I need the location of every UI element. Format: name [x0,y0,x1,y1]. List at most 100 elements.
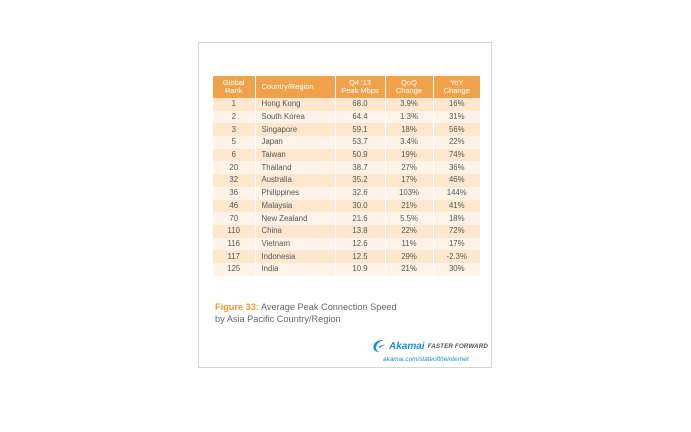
cell-qoq: 11% [385,237,434,251]
table-row: 3 Singapore 59.1 18% 56% [213,123,480,137]
cell-country: New Zealand [255,212,336,225]
table-row: 117 Indonesia 12.5 29% -2.3% [213,250,480,263]
cell-rank: 1 [213,98,256,111]
figure-label: Figure 33: [215,302,259,312]
cell-peak: 32.6 [335,186,386,200]
cell-yoy: 56% [433,123,480,137]
cell-rank: 116 [213,237,256,251]
cell-rank: 110 [213,224,256,238]
cell-rank: 20 [213,161,256,175]
table-row: 70 New Zealand 21.6 5.5% 18% [213,212,480,225]
cell-country: Vietnam [255,237,336,251]
cell-qoq: 5.5% [385,212,434,225]
cell-country: China [255,224,336,238]
table-row: 1 Hong Kong 68.0 3.9% 16% [213,98,480,111]
cell-country: Malaysia [255,199,336,213]
cell-qoq: 3.9% [385,98,434,111]
cell-qoq: 27% [385,161,434,175]
figure-title-line1: Average Peak Connection Speed [260,302,397,312]
akamai-tagline: FASTER FORWARD [427,342,488,350]
cell-peak: 12.5 [335,250,386,263]
cell-country: Hong Kong [255,98,336,111]
header-yoy-change: YoY Change [433,76,480,98]
akamai-swoosh-icon [373,340,387,353]
table-row: 5 Japan 53.7 3.4% 22% [213,136,480,149]
table-header-row: Global Rank Country/Region Q4 '13 Peak Mbp… [213,76,480,98]
cell-peak: 64.4 [335,110,386,124]
header-country-region: Country/Region [255,76,336,98]
table-row: 20 Thailand 38.7 27% 36% [213,161,480,175]
cell-country: Singapore [255,123,336,137]
cell-yoy: 18% [433,212,480,225]
report-figure-card: Global Rank Country/Region Q4 '13 Peak Mbp… [198,42,492,368]
cell-yoy: 72% [433,224,480,238]
cell-yoy: 30% [433,262,480,276]
table-row: 2 South Korea 64.4 1.3% 31% [213,110,480,124]
cell-qoq: 21% [385,199,434,213]
cell-qoq: 29% [385,250,434,263]
cell-yoy: 41% [433,199,480,213]
cell-peak: 35.2 [335,174,386,187]
header-qoq-change: QoQ Change [385,76,434,98]
cell-peak: 38.7 [335,161,386,175]
table-row: 32 Australia 35.2 17% 46% [213,174,480,187]
header-peak-mbps: Q4 '13 Peak Mbps [335,76,386,98]
cell-peak: 12.6 [335,237,386,251]
cell-peak: 68.0 [335,98,386,111]
cell-qoq: 18% [385,123,434,137]
cell-rank: 36 [213,186,256,200]
cell-peak: 10.9 [335,262,386,276]
cell-peak: 59.1 [335,123,386,137]
table-row: 36 Philippines 32.6 103% 144% [213,186,480,200]
cell-rank: 5 [213,136,256,149]
table-row: 125 India 10.9 21% 30% [213,262,480,276]
cell-qoq: 3.4% [385,136,434,149]
cell-yoy: 17% [433,237,480,251]
cell-country: Thailand [255,161,336,175]
cell-yoy: 74% [433,148,480,162]
akamai-wordmark: Akamai [389,340,425,352]
cell-peak: 50.9 [335,148,386,162]
table-body: 1 Hong Kong 68.0 3.9% 16% 2 South Korea … [213,98,480,276]
cell-yoy: 36% [433,161,480,175]
table-row: 46 Malaysia 30.0 21% 41% [213,199,480,213]
cell-country: South Korea [255,110,336,124]
cell-yoy: 31% [433,110,480,124]
cell-rank: 125 [213,262,256,276]
cell-rank: 32 [213,174,256,187]
cell-peak: 13.8 [335,224,386,238]
cell-qoq: 17% [385,174,434,187]
cell-rank: 117 [213,250,256,263]
cell-country: Japan [255,136,336,149]
cell-rank: 70 [213,212,256,225]
cell-rank: 3 [213,123,256,137]
akamai-url: akamai.com/stateoftheinternet [383,356,469,363]
cell-peak: 30.0 [335,199,386,213]
peak-speed-table: Global Rank Country/Region Q4 '13 Peak Mbp… [213,76,480,276]
table-row: 6 Taiwan 50.9 19% 74% [213,148,480,162]
cell-yoy: 16% [433,98,480,111]
cell-yoy: 144% [433,186,480,200]
cell-rank: 46 [213,199,256,213]
cell-yoy: 46% [433,174,480,187]
akamai-logo: Akamai FASTER FORWARD [372,339,488,353]
cell-yoy: 22% [433,136,480,149]
cell-peak: 53.7 [335,136,386,149]
cell-country: Australia [255,174,336,187]
table-row: 110 China 13.8 22% 72% [213,224,480,238]
cell-peak: 21.6 [335,212,386,225]
cell-qoq: 19% [385,148,434,162]
table-row: 116 Vietnam 12.6 11% 17% [213,237,480,251]
cell-rank: 6 [213,148,256,162]
cell-country: Philippines [255,186,336,200]
cell-qoq: 1.3% [385,110,434,124]
cell-country: Indonesia [255,250,336,263]
cell-yoy: -2.3% [433,250,480,263]
cell-qoq: 22% [385,224,434,238]
cell-rank: 2 [213,110,256,124]
cell-qoq: 21% [385,262,434,276]
figure-title-line2: by Asia Pacific Country/Region [215,314,341,324]
cell-country: Taiwan [255,148,336,162]
header-global-rank: Global Rank [213,76,256,98]
cell-qoq: 103% [385,186,434,200]
